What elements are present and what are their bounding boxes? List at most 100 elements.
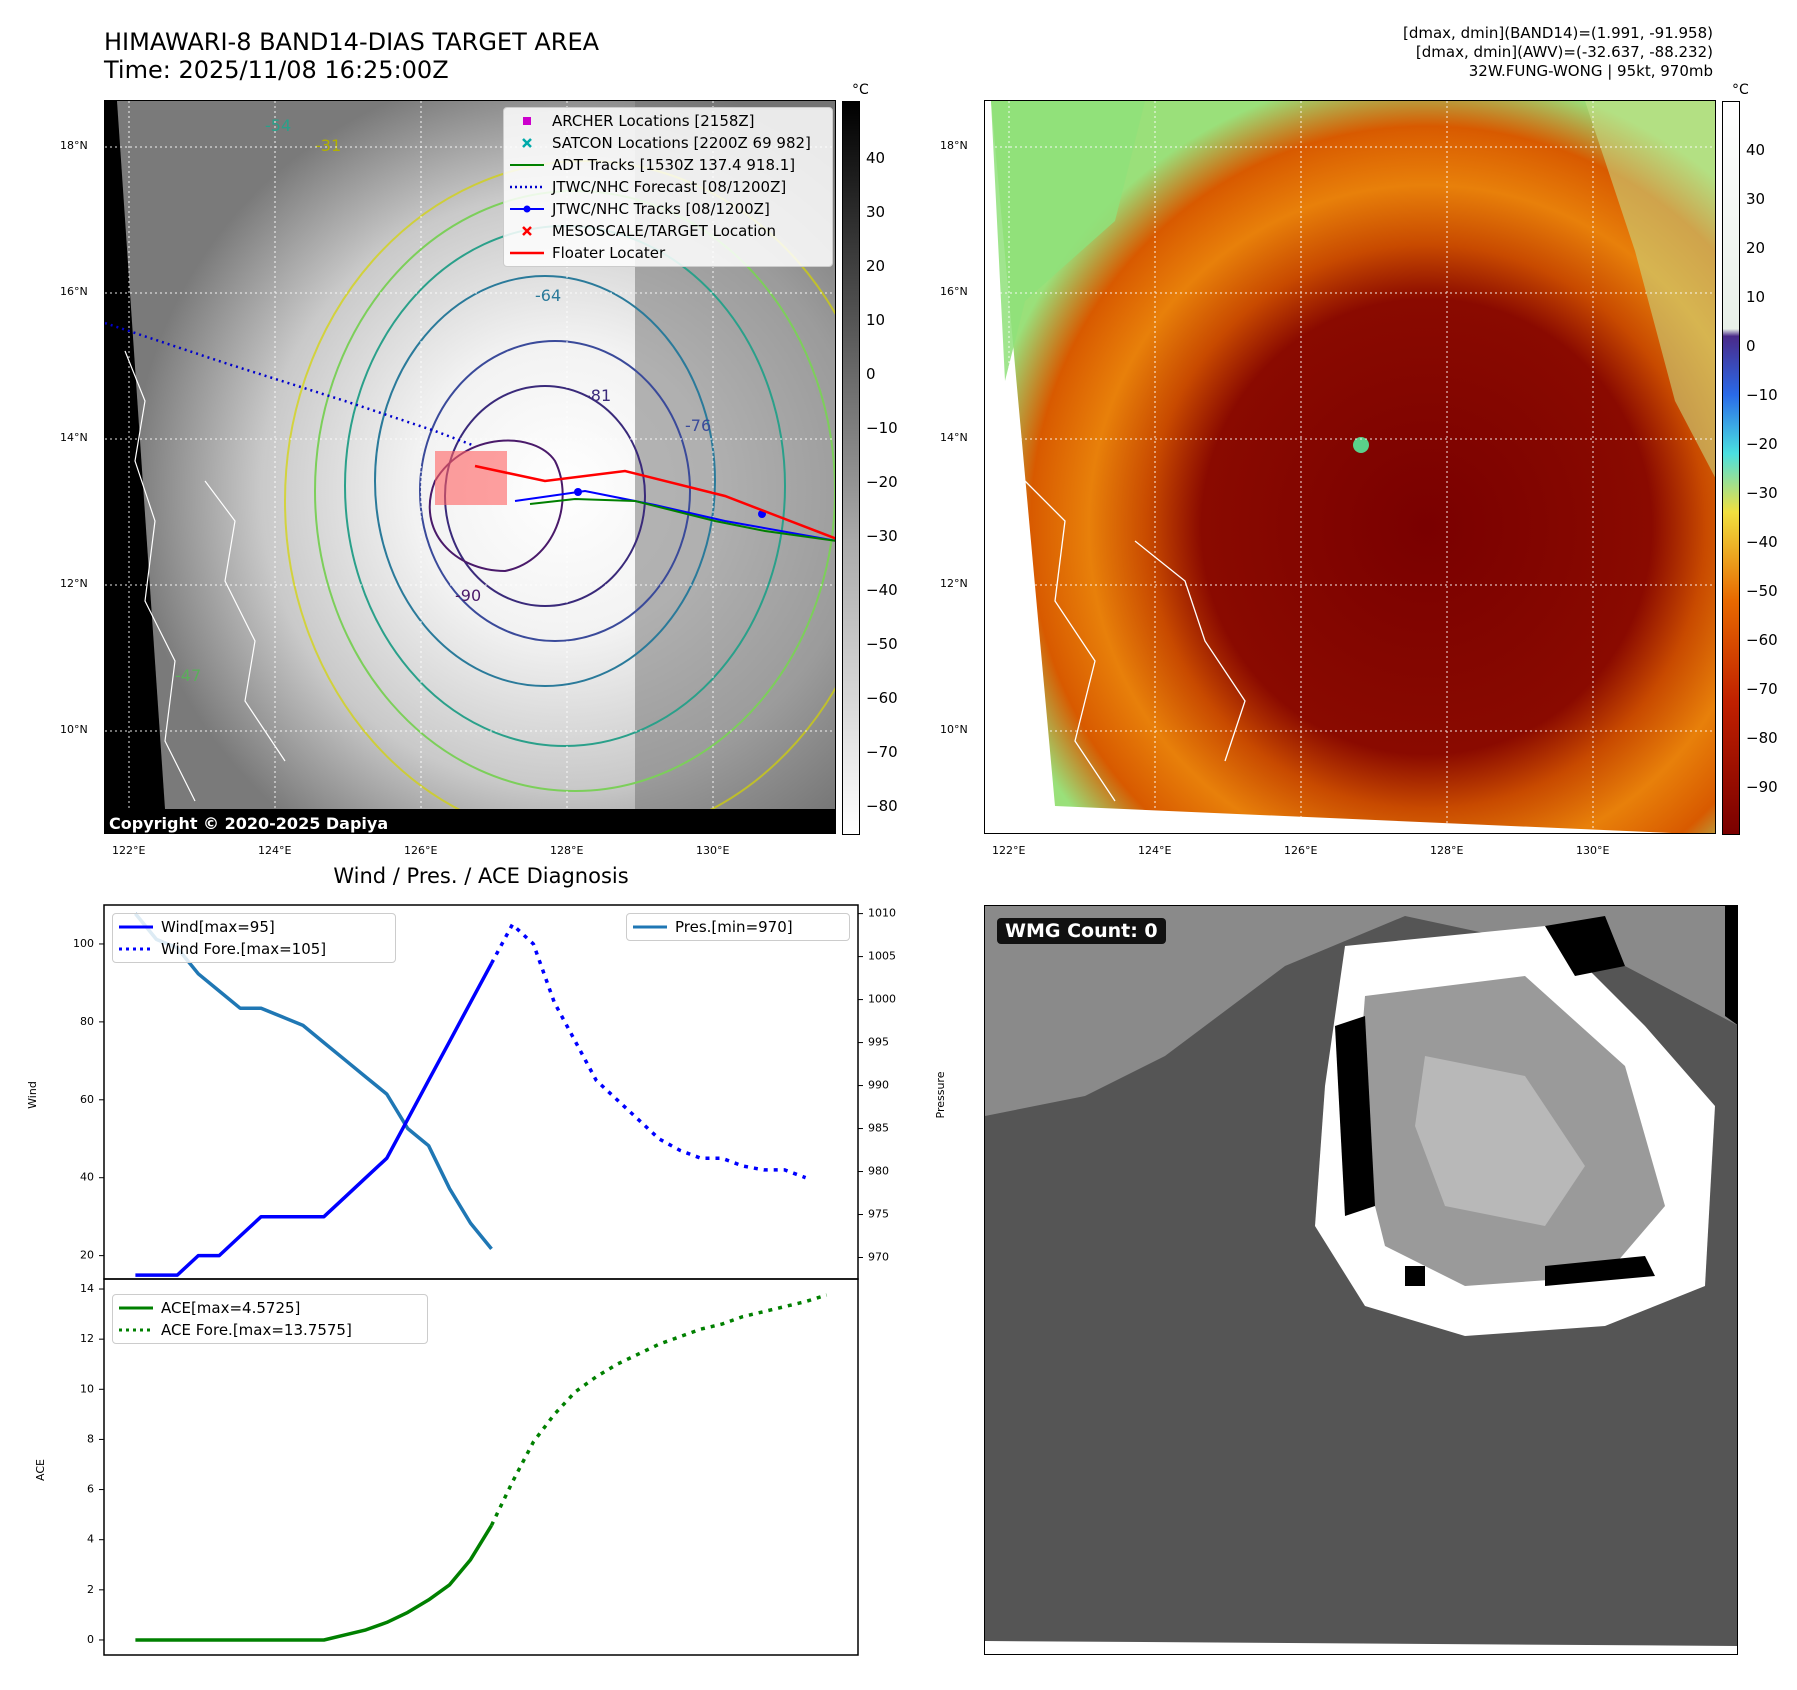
awv-map	[985, 101, 1715, 833]
ace-tick-label: 2	[87, 1583, 94, 1596]
colorbar-tick: −30	[866, 527, 898, 545]
ace-tick-label: 14	[80, 1282, 94, 1295]
wmg-panel: WMG Count: 0	[984, 905, 1738, 1655]
lat-label: 16°N	[940, 285, 968, 298]
legend-item: ACE Fore.[max=13.7575]	[113, 1319, 427, 1341]
lon-label: 130°E	[1576, 844, 1610, 857]
colorbar-tick: 10	[866, 311, 886, 329]
legend-swatch-ace-forecast	[119, 1319, 153, 1341]
colorbar-tick: −80	[866, 797, 898, 815]
lat-label: 12°N	[940, 577, 968, 590]
colorbar-tick: −50	[866, 635, 898, 653]
lon-label: 128°E	[550, 844, 584, 857]
pressure-tick-label: 975	[868, 1208, 889, 1221]
wind-tick-label: 100	[73, 937, 94, 950]
legend-label: ARCHER Locations [2158Z]	[552, 112, 755, 130]
lat-label: 14°N	[60, 431, 88, 444]
pressure-tick-label: 1005	[868, 950, 896, 963]
wmg-eye	[1415, 1056, 1585, 1226]
legend-label: ACE Fore.[max=13.7575]	[161, 1321, 352, 1339]
ace-legend: ACE[max=4.5725] ACE Fore.[max=13.7575]	[112, 1294, 428, 1344]
colorbar-tick: −70	[1746, 680, 1778, 698]
awv-coastline	[1134, 540, 1246, 762]
wind-tick-label: 80	[80, 1015, 94, 1028]
legend-item: MESOSCALE/TARGET Location	[504, 220, 832, 242]
ace-ticks: 0 2 4 6 8 10 12 14	[80, 1282, 104, 1646]
legend-label: Wind[max=95]	[161, 918, 275, 936]
lon-label: 122°E	[112, 844, 146, 857]
wind-axis-label: Wind	[26, 1081, 39, 1109]
legend-label: Pres.[min=970]	[675, 918, 793, 936]
legend-swatch-satcon	[510, 132, 544, 154]
wind-tick-label: 60	[80, 1093, 94, 1106]
legend-swatch-wind-forecast	[119, 938, 153, 960]
coastline-philippines	[204, 480, 286, 762]
ace-tick-label: 12	[80, 1332, 94, 1345]
contour-label-2: -54	[265, 116, 291, 135]
colorbar-tick: 0	[1746, 337, 1756, 355]
wmg-bottom-edge	[985, 1641, 1737, 1654]
legend-item: ACE[max=4.5725]	[113, 1297, 427, 1319]
pressure-tick-label: 980	[868, 1165, 889, 1178]
lon-label: 126°E	[404, 844, 438, 857]
legend-swatch-archer	[510, 110, 544, 132]
header-right-line-1: [dmax, dmin](BAND14)=(1.991, -91.958)	[1402, 24, 1713, 42]
legend-label: MESOSCALE/TARGET Location	[552, 222, 777, 240]
wmg-black-segment	[1725, 906, 1737, 1025]
wind-line	[135, 962, 494, 1277]
copyright-bar	[105, 809, 835, 833]
colorbar-tick: 0	[866, 365, 876, 383]
pressure-tick-label: 970	[868, 1251, 889, 1264]
colorbar-right	[1722, 101, 1740, 835]
ace-tick-label: 4	[87, 1533, 94, 1546]
legend-item: JTWC/NHC Tracks [08/1200Z]	[504, 198, 832, 220]
copyright-text: Copyright © 2020-2025 Dapiya	[109, 814, 388, 833]
ace-line	[135, 1524, 493, 1642]
legend-item: SATCON Locations [2200Z 69 982]	[504, 132, 832, 154]
colorbar-tick: 40	[866, 149, 886, 167]
colorbar-tick: −50	[1746, 582, 1778, 600]
forecast-track	[105, 321, 476, 448]
colorbar-left-unit: °C	[852, 82, 869, 98]
coastline-west	[124, 350, 196, 802]
contour-label-6: -31	[315, 136, 341, 155]
dry-region-ne	[1585, 101, 1715, 478]
lat-label: 10°N	[940, 723, 968, 736]
diagnosis-title: Wind / Pres. / ACE Diagnosis	[333, 864, 629, 888]
pressure-line	[134, 912, 493, 1251]
awv-gridlines	[985, 101, 1715, 833]
legend-label: ADT Tracks [1530Z 137.4 918.1]	[552, 156, 796, 174]
lon-label: 122°E	[992, 844, 1026, 857]
target-area-box	[435, 451, 507, 505]
contour-minus-76	[419, 340, 691, 642]
ace-axis-label: ACE	[34, 1459, 47, 1481]
pressure-tick-label: 1000	[868, 993, 896, 1006]
awv-map-panel	[984, 100, 1716, 834]
colorbar-tick: −70	[866, 743, 898, 761]
lat-label: 10°N	[60, 723, 88, 736]
lat-label: 18°N	[60, 139, 88, 152]
figure-time: Time: 2025/11/08 16:25:00Z	[104, 56, 449, 84]
floater-track	[474, 464, 835, 540]
legend-label: JTWC/NHC Tracks [08/1200Z]	[552, 200, 770, 218]
wmg-image	[985, 906, 1737, 1654]
colorbar-tick: −20	[866, 473, 898, 491]
contour-label-7: -47	[175, 666, 201, 685]
ace-series	[135, 1293, 828, 1642]
wmg-black-segment	[1545, 1256, 1655, 1286]
figure-title: HIMAWARI-8 BAND14-DIAS TARGET AREA	[104, 28, 600, 56]
legend-label: JTWC/NHC Forecast [08/1200Z]	[552, 178, 787, 196]
colorbar-tick: 20	[1746, 239, 1766, 257]
lat-label: 12°N	[60, 577, 88, 590]
lon-label: 124°E	[258, 844, 292, 857]
pressure-tick-label: 985	[868, 1122, 889, 1135]
legend-swatch-ace	[119, 1297, 153, 1319]
colorbar-tick: 20	[866, 257, 886, 275]
pressure-legend: Pres.[min=970]	[626, 913, 850, 941]
colorbar-right-ticks: 40 30 20 10 0 −10 −20 −30 −40 −50 −60 −7…	[1746, 101, 1797, 833]
lon-label: 128°E	[1430, 844, 1464, 857]
legend-swatch-floater	[510, 242, 544, 264]
storm-info: 32W.FUNG-WONG | 95kt, 970mb	[1468, 62, 1713, 80]
legend-label: Wind Fore.[max=105]	[161, 940, 327, 958]
colorbar-tick: −60	[1746, 631, 1778, 649]
